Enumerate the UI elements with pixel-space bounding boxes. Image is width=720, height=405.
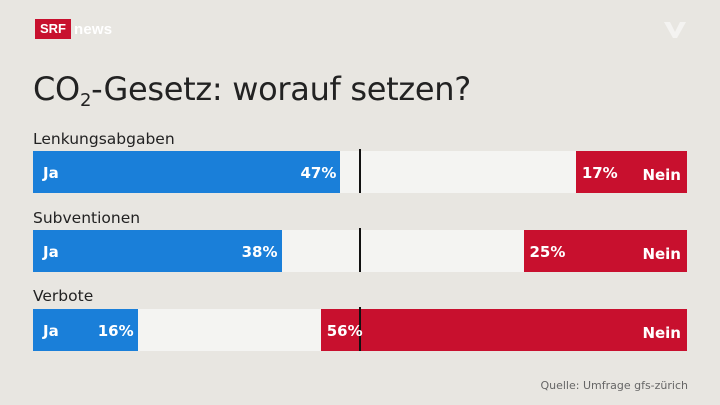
logo-srf: SRF	[35, 19, 71, 39]
logo-news: news	[74, 21, 112, 38]
category-label: Subventionen	[33, 209, 140, 227]
srf-news-logo: SRF news	[35, 19, 112, 39]
bar-track: Ja 47% 17% Nein	[33, 151, 687, 193]
ja-label: Ja	[43, 243, 59, 261]
bar-track: Ja 38% 25% Nein	[33, 230, 687, 272]
bar-track: Ja 16% 56% Nein	[33, 309, 687, 351]
source-note: Quelle: Umfrage gfs-zürich	[540, 379, 688, 392]
title-suffix: -Gesetz: worauf setzen?	[91, 70, 471, 108]
title-prefix: CO	[33, 70, 80, 108]
ja-value-label: 38%	[242, 243, 278, 261]
category-label: Lenkungsabgaben	[33, 130, 175, 148]
nein-value-label: 25%	[530, 243, 566, 261]
nein-label: Nein	[642, 166, 681, 184]
ja-value-label: 47%	[300, 164, 336, 182]
nein-label: Nein	[642, 245, 681, 263]
midline-marker	[359, 149, 361, 193]
ja-label: Ja	[43, 164, 59, 182]
ja-label: Ja	[43, 322, 59, 340]
nein-label: Nein	[642, 324, 681, 342]
midline-marker	[359, 228, 361, 272]
nein-value-label: 17%	[582, 164, 618, 182]
bar-ja	[33, 151, 340, 193]
chart-title: CO2-Gesetz: worauf setzen?	[33, 70, 471, 108]
nein-value-label: 56%	[327, 322, 363, 340]
title-subscript: 2	[80, 90, 91, 111]
ja-value-label: 16%	[98, 322, 134, 340]
category-label: Verbote	[33, 287, 93, 305]
bar-nein	[321, 309, 687, 351]
broadcaster-watermark-icon	[662, 18, 688, 40]
